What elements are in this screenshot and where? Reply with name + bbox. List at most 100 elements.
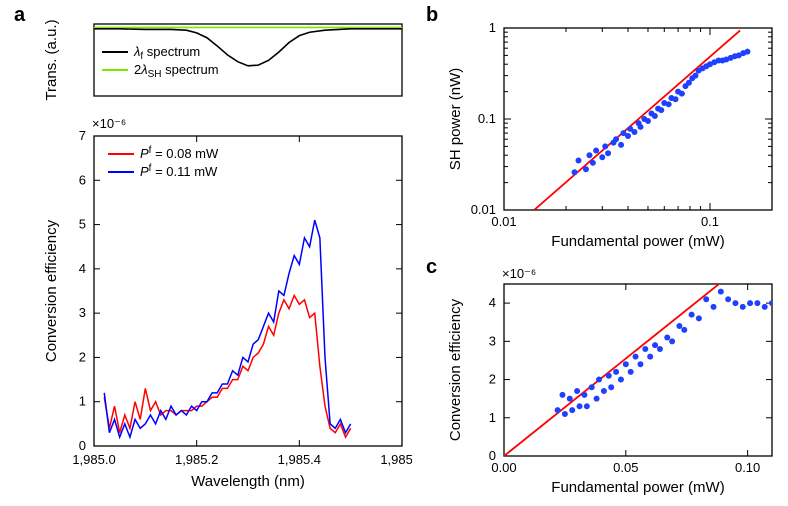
- data-point: [574, 388, 580, 394]
- legend-label: λf spectrum: [133, 44, 200, 62]
- a-top-ylabel: Trans. (a.u.): [43, 19, 60, 100]
- data-point: [747, 300, 753, 306]
- figure: a b c Trans. (a.u.) λf spectrum2λSH spect…: [0, 0, 788, 506]
- data-point: [631, 129, 637, 135]
- chart-c: 0.000.050.1001234×10⁻⁶Fundamental power …: [442, 264, 782, 500]
- data-point: [652, 342, 658, 348]
- data-point: [672, 96, 678, 102]
- data-point: [692, 73, 698, 79]
- panel-label-b: b: [426, 4, 438, 27]
- data-point: [642, 346, 648, 352]
- data-point: [769, 300, 775, 306]
- ytick-label: 0.1: [478, 111, 496, 126]
- chart-a-top: Trans. (a.u.) λf spectrum2λSH spectrum: [42, 18, 412, 110]
- b-ylabel: SH power (nW): [447, 68, 464, 171]
- a-exp-label: ×10⁻⁶: [92, 116, 126, 131]
- data-point: [681, 327, 687, 333]
- ytick-label: 7: [79, 128, 86, 143]
- xtick-label: 0.05: [613, 460, 638, 475]
- xtick-label: 1,985.2: [175, 452, 218, 467]
- data-point: [628, 369, 634, 375]
- data-point: [602, 143, 608, 149]
- data-point: [740, 304, 746, 310]
- data-point: [623, 361, 629, 367]
- data-point: [569, 407, 575, 413]
- data-point: [599, 154, 605, 160]
- legend-label: 2λSH spectrum: [134, 62, 219, 80]
- data-point: [647, 354, 653, 360]
- xtick-label: 0.10: [735, 460, 760, 475]
- xtick-label: 1,985.0: [72, 452, 115, 467]
- data-point: [657, 346, 663, 352]
- data-point: [608, 384, 614, 390]
- legend-label: Pf = 0.08 mW: [140, 145, 219, 161]
- data-point: [581, 392, 587, 398]
- ytick-label: 1: [489, 20, 496, 35]
- data-point: [638, 124, 644, 130]
- c-xlabel: Fundamental power (mW): [551, 479, 724, 496]
- data-point: [762, 304, 768, 310]
- data-point: [586, 152, 592, 158]
- ytick-label: 0: [489, 448, 496, 463]
- data-point: [658, 107, 664, 113]
- data-point: [666, 101, 672, 107]
- data-point: [664, 335, 670, 341]
- data-point: [637, 361, 643, 367]
- data-point: [576, 157, 582, 163]
- panel-label-a: a: [14, 4, 25, 27]
- ytick-label: 4: [79, 261, 86, 276]
- data-point: [676, 323, 682, 329]
- xtick-label: 0.1: [701, 214, 719, 229]
- data-point: [589, 384, 595, 390]
- data-point: [669, 338, 675, 344]
- data-point: [689, 312, 695, 318]
- data-point: [613, 369, 619, 375]
- a-xlabel: Wavelength (nm): [191, 473, 305, 490]
- data-point: [633, 354, 639, 360]
- b-xlabel: Fundamental power (mW): [551, 233, 724, 250]
- legend-label: Pf = 0.11 mW: [140, 163, 218, 179]
- data-point: [584, 403, 590, 409]
- ytick-label: 1: [79, 394, 86, 409]
- data-point: [703, 296, 709, 302]
- a-ylabel: Conversion efficiency: [43, 219, 60, 362]
- chart-a-bottom: 012345671,985.01,985.21,985.41,985.6×10⁻…: [42, 112, 412, 496]
- data-point: [625, 133, 631, 139]
- panel-label-c: c: [426, 256, 437, 279]
- data-point: [652, 113, 658, 119]
- data-point: [725, 296, 731, 302]
- fit-line: [534, 30, 740, 210]
- data-point: [754, 300, 760, 306]
- xtick-label: 1,985.6: [380, 452, 412, 467]
- ytick-label: 0: [79, 438, 86, 453]
- ytick-label: 0.01: [471, 202, 496, 217]
- series-p-008: [104, 295, 350, 437]
- data-point: [590, 160, 596, 166]
- data-point: [696, 315, 702, 321]
- ytick-label: 2: [489, 372, 496, 387]
- ytick-label: 2: [79, 349, 86, 364]
- chart-b: 0.010.10.010.11Fundamental power (mW)SH …: [442, 18, 782, 254]
- data-point: [732, 300, 738, 306]
- data-point: [618, 377, 624, 383]
- data-point: [567, 396, 573, 402]
- ytick-label: 3: [79, 305, 86, 320]
- data-point: [577, 403, 583, 409]
- xtick-label: 1,985.4: [278, 452, 321, 467]
- data-point: [601, 388, 607, 394]
- data-point: [583, 166, 589, 172]
- data-point: [744, 49, 750, 55]
- data-point: [605, 150, 611, 156]
- data-point: [555, 407, 561, 413]
- data-point: [562, 411, 568, 417]
- series-p-011: [104, 220, 350, 437]
- ytick-label: 4: [489, 295, 496, 310]
- fit-line: [504, 264, 748, 456]
- data-point: [606, 373, 612, 379]
- data-point: [718, 289, 724, 295]
- ytick-label: 6: [79, 172, 86, 187]
- data-point: [711, 304, 717, 310]
- c-ylabel: Conversion efficiency: [447, 298, 464, 441]
- data-point: [596, 377, 602, 383]
- data-point: [618, 142, 624, 148]
